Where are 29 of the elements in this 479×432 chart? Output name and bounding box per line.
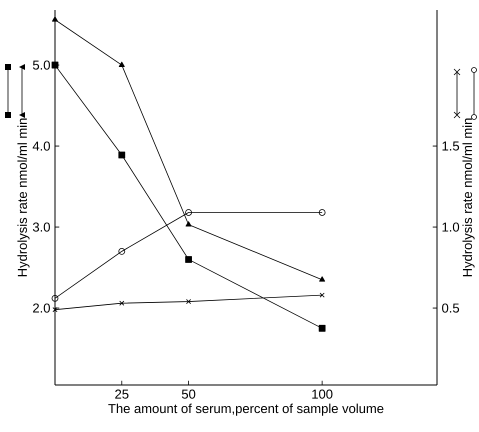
y2-tick-label: 1.5: [442, 142, 460, 151]
point: [319, 276, 326, 282]
point: [118, 62, 125, 67]
x-tick-label: 50: [182, 390, 196, 399]
point: [318, 209, 326, 216]
point: [318, 324, 326, 332]
y-tick-label: 5.0: [32, 60, 50, 70]
y-tick-label: 4.0: [32, 141, 50, 151]
y2-axis-title: Hydrolysis rate nmol/ml min: [462, 118, 475, 276]
point: [186, 221, 192, 227]
y2-tick-label: 0.5: [442, 303, 460, 313]
y-axis-title: Hydrolysis rate nmol/ml min: [17, 118, 30, 276]
x-tick-label: 100: [312, 390, 332, 399]
point: [52, 294, 58, 302]
x-axis-title: The amount of serum,percent of sample volume: [108, 404, 384, 416]
y-tick-label: 3.0: [32, 222, 50, 232]
x-tick-label: 25: [115, 390, 128, 399]
point: [118, 152, 126, 158]
point: [52, 62, 58, 68]
point: [185, 209, 192, 216]
point: [185, 256, 192, 263]
point: [52, 307, 58, 312]
point: [119, 300, 124, 306]
point: [118, 248, 126, 255]
point: [52, 16, 58, 22]
point: [320, 292, 325, 298]
y-tick-label: 2.0: [33, 303, 50, 313]
y2-tick-label: 1.0: [442, 222, 460, 232]
point: [186, 299, 192, 304]
